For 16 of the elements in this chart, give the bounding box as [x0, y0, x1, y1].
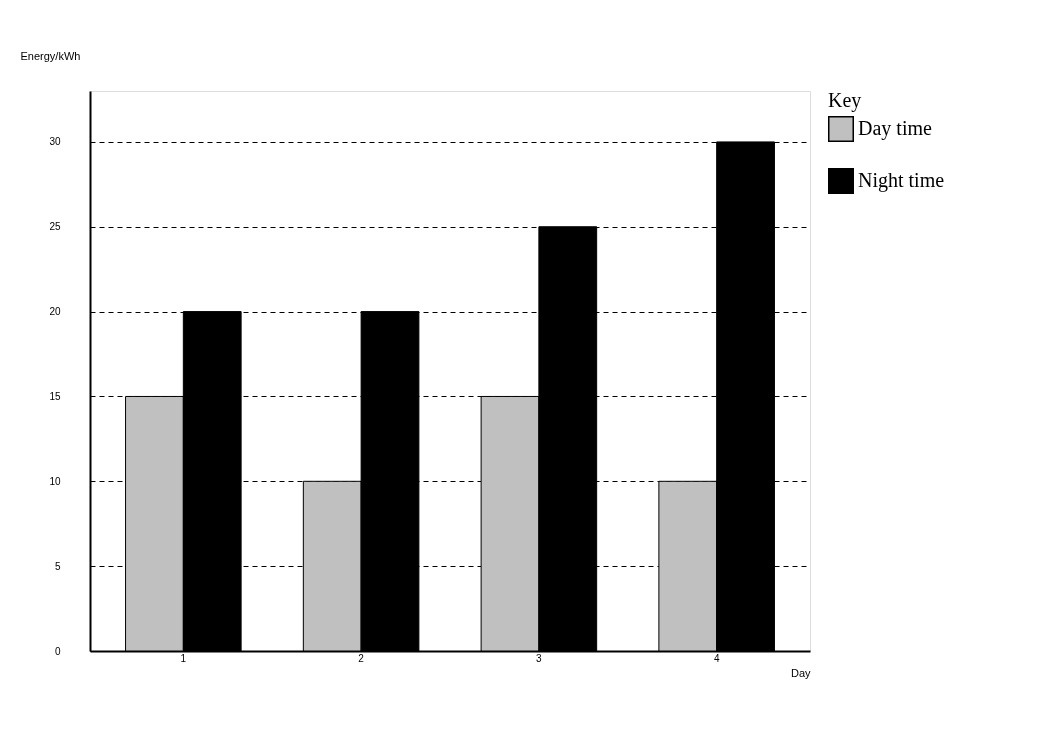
legend-label: Day time	[858, 117, 932, 140]
x-tick-label: 3	[536, 652, 543, 664]
y-axis-title: Energy/kWh	[20, 49, 81, 62]
y-tick-label: 5	[54, 560, 61, 572]
y-tick-label: 30	[49, 136, 61, 148]
y-tick-label: 0	[54, 645, 61, 657]
y-tick-label: 25	[49, 221, 61, 233]
legend-title: Key	[828, 89, 862, 112]
x-axis-title: Day	[790, 666, 811, 679]
x-tick-label: 4	[713, 652, 720, 664]
x-tick-label: 2	[358, 652, 365, 664]
x-tick-label: 1	[180, 652, 187, 664]
legend-label: Night time	[858, 169, 945, 192]
y-tick-label: 10	[49, 475, 61, 487]
y-tick-label: 15	[49, 390, 61, 402]
y-tick-label: 20	[49, 306, 61, 318]
